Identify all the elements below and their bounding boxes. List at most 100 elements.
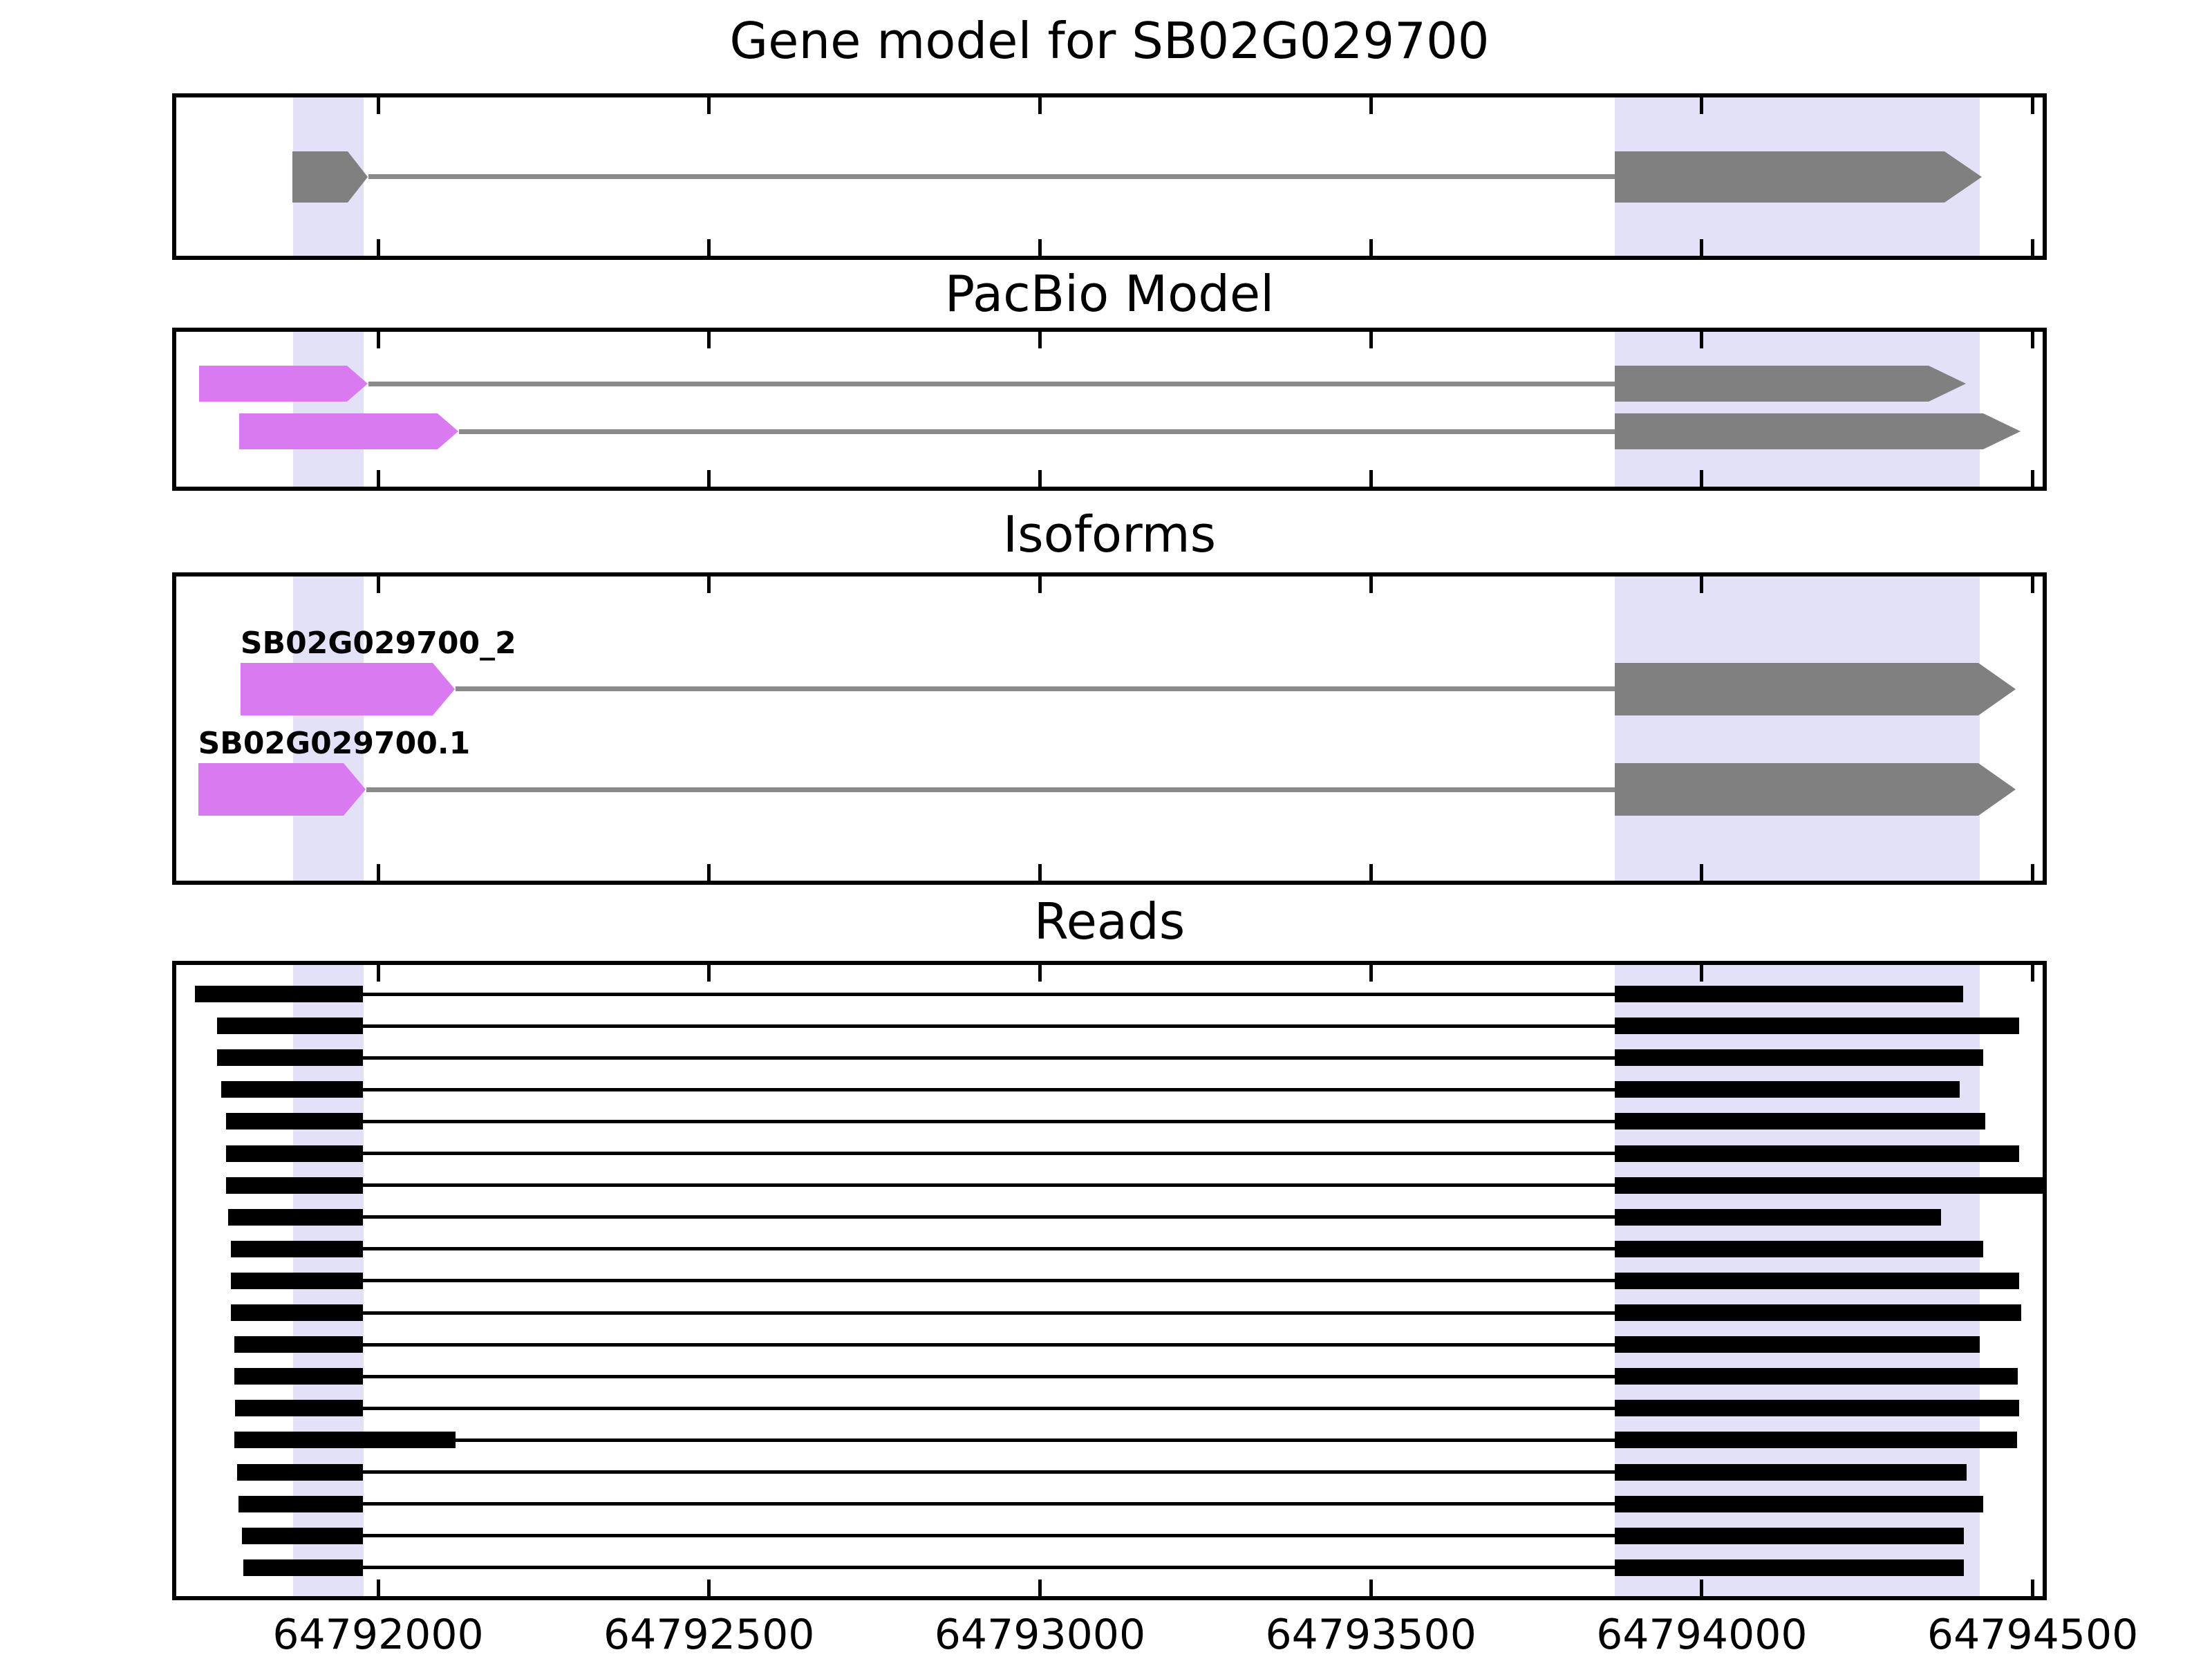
read-connector-line: [363, 1183, 1615, 1188]
tick-mark: [2031, 239, 2035, 256]
exon-arrow-head: [347, 366, 368, 402]
intron-line: [366, 787, 1615, 792]
x-axis-tick-label: 64792500: [603, 1611, 815, 1659]
read-left-block: [225, 1113, 363, 1130]
read-left-block: [221, 1081, 363, 1098]
x-axis-tick-label: 64792000: [272, 1611, 484, 1659]
tick-mark: [376, 470, 380, 487]
highlight-band-2: [1614, 577, 1980, 881]
x-axis-tick-label: 64794500: [1927, 1611, 2139, 1659]
tick-mark: [1700, 470, 1704, 487]
tick-mark: [1700, 965, 1704, 982]
tick-mark: [1700, 864, 1704, 881]
tick-mark: [376, 1580, 380, 1596]
tick-mark: [707, 97, 711, 114]
tick-mark: [376, 97, 380, 114]
read-right-block: [1614, 1177, 2043, 1194]
exon-block: [238, 413, 438, 450]
pacbio-panel-title: PacBio Model: [944, 265, 1275, 323]
exon-block: [1614, 763, 1979, 816]
exon-arrow-head: [1929, 366, 1967, 402]
tick-mark: [1700, 1580, 1704, 1596]
read-right-block: [1614, 986, 1964, 1002]
tick-mark: [1700, 332, 1704, 348]
read-left-block: [194, 986, 363, 1002]
isoforms-panel-title: Isoforms: [1002, 505, 1217, 563]
read-left-block: [230, 1304, 363, 1321]
tick-mark: [707, 965, 711, 982]
exon-block: [1614, 413, 1983, 450]
tick-mark: [1369, 864, 1373, 881]
read-connector-line: [363, 1374, 1615, 1378]
read-right-block: [1614, 1272, 2020, 1289]
read-connector-line: [363, 1534, 1615, 1538]
tick-mark: [2031, 470, 2035, 487]
tick-mark: [1038, 239, 1042, 256]
read-connector-line: [363, 1566, 1615, 1570]
read-connector-line: [363, 1215, 1615, 1219]
read-left-block: [234, 1368, 363, 1385]
tick-mark: [376, 332, 380, 348]
panel-gene-plot-area: [176, 97, 2043, 256]
read-connector-line: [363, 1470, 1615, 1474]
tick-mark: [1700, 239, 1704, 256]
read-left-block: [230, 1240, 363, 1257]
exon-arrow-head: [344, 763, 366, 816]
read-left-block: [238, 1495, 363, 1512]
read-connector-line: [363, 1406, 1615, 1410]
reads-panel-title: Reads: [1033, 892, 1185, 950]
read-connector-line: [363, 1119, 1615, 1123]
read-right-block: [1614, 1208, 1941, 1226]
tick-mark: [1369, 332, 1373, 348]
read-right-block: [1614, 1495, 1983, 1512]
isoform-label: SB02G029700.1: [198, 726, 471, 761]
intron-line: [368, 174, 1615, 179]
read-right-block: [1614, 1463, 1967, 1481]
tick-mark: [1369, 965, 1373, 982]
tick-mark: [707, 239, 711, 256]
tick-mark: [1369, 577, 1373, 593]
read-right-block: [1614, 1432, 2017, 1449]
gene-panel-title: Gene model for SB02G029700: [729, 12, 1490, 70]
read-right-block: [1614, 1527, 1965, 1544]
read-connector-line: [363, 1247, 1615, 1251]
exon-block: [1614, 366, 1929, 402]
tick-mark: [1369, 470, 1373, 487]
tick-mark: [376, 577, 380, 593]
tick-mark: [1038, 97, 1042, 114]
read-right-block: [1614, 1113, 1985, 1130]
read-right-block: [1614, 1400, 2020, 1417]
panel-pacbio: [172, 328, 2047, 491]
tick-mark: [1038, 965, 1042, 982]
tick-mark: [1369, 97, 1373, 114]
exon-arrow-head: [433, 662, 456, 715]
exon-block: [240, 662, 433, 715]
tick-mark: [707, 470, 711, 487]
read-left-block: [234, 1336, 363, 1353]
tick-mark: [2031, 332, 2035, 348]
read-right-block: [1614, 1336, 1980, 1353]
read-connector-line: [363, 1311, 1615, 1315]
intron-line: [458, 429, 1615, 434]
read-left-block: [217, 1018, 363, 1035]
read-connector-line: [363, 1279, 1615, 1283]
tick-mark: [707, 577, 711, 593]
read-left-block: [225, 1177, 363, 1194]
read-connector-line: [363, 992, 1615, 996]
highlight-band-1: [293, 332, 364, 487]
tick-mark: [707, 332, 711, 348]
read-right-block: [1614, 1240, 1983, 1257]
exon-arrow-head: [1978, 763, 2016, 816]
x-axis-tick-label: 64793000: [934, 1611, 1146, 1659]
tick-mark: [707, 864, 711, 881]
read-left-block: [237, 1463, 363, 1481]
panel-reads: [172, 961, 2047, 1600]
exon-arrow-head: [438, 413, 459, 450]
tick-mark: [2031, 97, 2035, 114]
read-connector-line: [363, 1342, 1615, 1347]
read-right-block: [1614, 1049, 1983, 1067]
panel-isoforms-plot-area: SB02G029700_2 SB02G029700.1: [176, 577, 2043, 881]
isoform-label: SB02G029700_2: [240, 625, 516, 661]
panel-gene: [172, 93, 2047, 260]
